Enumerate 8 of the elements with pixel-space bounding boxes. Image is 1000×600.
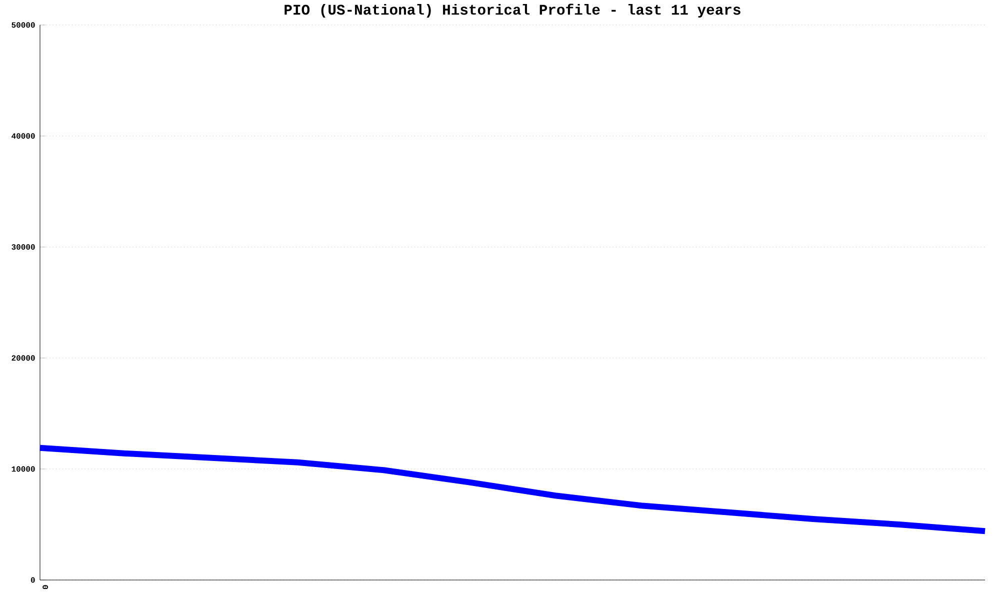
- y-tick-label: 50000: [12, 22, 35, 28]
- y-tick-label: 10000: [12, 466, 35, 472]
- y-tick-label: 40000: [12, 133, 35, 139]
- text: 0: [42, 585, 48, 590]
- y-tick-label: 20000: [12, 355, 35, 361]
- y-tick-label: 0: [30, 577, 35, 583]
- chart-title: PIO (US-National) Historical Profile - last 11 years: [284, 4, 740, 18]
- y-tick-label: 30000: [12, 244, 35, 250]
